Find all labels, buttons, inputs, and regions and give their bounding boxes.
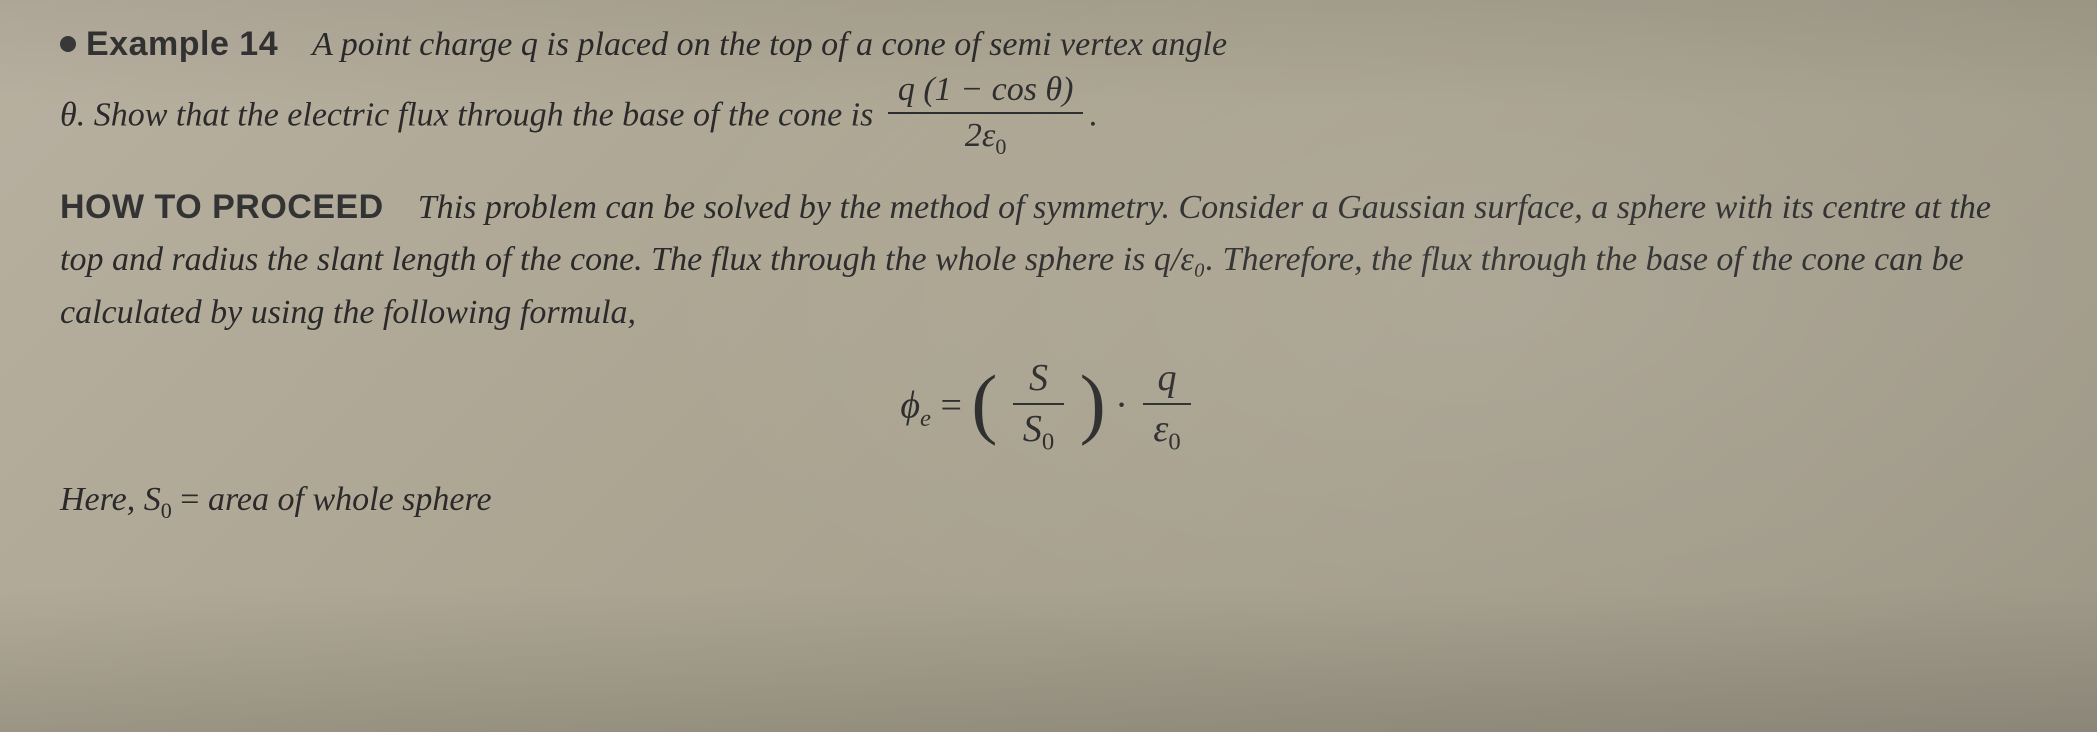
formula-row: ϕe = ( S S0 ) · q ε0 [60, 358, 2037, 460]
example-block: Example 14 A point charge q is placed on… [60, 18, 2037, 163]
howto-label: HOW TO PROCEED [60, 188, 384, 226]
frac2-den: ε0 [1143, 405, 1190, 457]
S-symbol: S [144, 481, 161, 518]
example-label: Example 14 [86, 25, 278, 63]
problem-text-2: θ. Show that the electric flux through t… [60, 96, 873, 133]
phi-symbol: ϕ [900, 384, 920, 426]
lparen-icon: ( [971, 359, 997, 446]
here-text: Here, [60, 481, 144, 518]
eq-sign: = [172, 481, 208, 518]
rparen-icon: ) [1080, 359, 1106, 446]
equals-sign: = [940, 384, 971, 426]
period: . [1089, 96, 1098, 133]
dot-operator: · [1115, 384, 1137, 426]
frac-q-eps0: q ε0 [1143, 356, 1190, 458]
footer-line: Here, S0 = area of whole sphere [60, 474, 2037, 528]
bullet-icon [60, 36, 76, 52]
flux-numerator: q (1 − cos θ) [888, 70, 1084, 115]
S-sub: 0 [161, 497, 172, 522]
footer-desc: area of whole sphere [208, 481, 492, 518]
phi-sub: e [920, 405, 931, 432]
frac1-num: S [1013, 356, 1064, 406]
page-content: Example 14 A point charge q is placed on… [0, 0, 2097, 528]
frac2-num: q [1143, 356, 1190, 406]
flux-fraction: q (1 − cos θ) 2ε0 [888, 70, 1084, 161]
frac-s-s0: S S0 [1013, 356, 1064, 458]
flux-denominator: 2ε0 [888, 114, 1084, 160]
frac1-den: S0 [1013, 405, 1064, 457]
howto-block: HOW TO PROCEED This problem can be solve… [60, 181, 2037, 340]
problem-text-1: A point charge q is placed on the top of… [312, 26, 1227, 63]
